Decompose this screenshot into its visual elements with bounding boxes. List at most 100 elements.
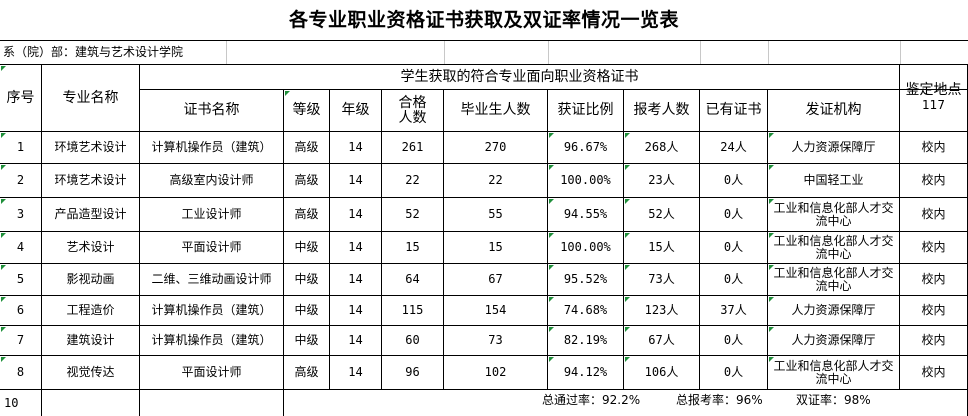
- row-graduates: 270: [444, 132, 548, 164]
- gridline: [444, 41, 445, 64]
- row-seq: 6: [0, 296, 42, 326]
- comment-marker: [625, 265, 630, 270]
- row-existing: 24人: [700, 132, 768, 164]
- row-site: 校内: [900, 356, 968, 390]
- header-seq: 序号: [0, 65, 42, 132]
- comment-marker: [285, 91, 290, 96]
- row-existing: 0人: [700, 198, 768, 232]
- summary-dual-rate: 双证率：98%: [796, 393, 871, 407]
- row-level: 高级: [284, 164, 330, 198]
- row-issuer: 人力资源保障厅: [768, 132, 900, 164]
- comment-marker: [1, 199, 6, 204]
- row-level: 高级: [284, 132, 330, 164]
- gridline: [548, 41, 549, 64]
- row-ratio: 94.12%: [548, 356, 624, 390]
- row-applicants: 106人: [624, 356, 700, 390]
- row-level: 中级: [284, 264, 330, 296]
- header-site-count: 117: [922, 98, 945, 112]
- row-cert-name: 平面设计师: [140, 232, 284, 264]
- row-seq: 3: [0, 198, 42, 232]
- row-grade: 14: [330, 264, 382, 296]
- header-site: 鉴定地点 117: [900, 65, 968, 132]
- row-ratio: 96.67%: [548, 132, 624, 164]
- row-seq: 1: [0, 132, 42, 164]
- row-site: 校内: [900, 232, 968, 264]
- comment-marker: [549, 133, 554, 138]
- header-major: 专业名称: [42, 65, 140, 132]
- row-site: 校内: [900, 198, 968, 232]
- sheet-title: 各专业职业资格证书获取及双证率情况一览表: [288, 9, 679, 31]
- row-existing: 0人: [700, 264, 768, 296]
- row-graduates: 73: [444, 326, 548, 356]
- header-qualified: 合格人数: [382, 90, 444, 132]
- row-level: 中级: [284, 326, 330, 356]
- summary-pass-rate: 总通过率：92.2%: [542, 393, 641, 407]
- row-cert-name: 高级室内设计师: [140, 164, 284, 198]
- row-issuer: 工业和信息化部人才交流中心: [768, 264, 900, 296]
- header-qualified-text: 合格人数: [398, 94, 427, 126]
- comment-marker: [1, 165, 6, 170]
- row-qualified: 15: [382, 232, 444, 264]
- row-existing: 37人: [700, 296, 768, 326]
- row-qualified: 64: [382, 264, 444, 296]
- row-site: 校内: [900, 326, 968, 356]
- gridline: [700, 41, 701, 64]
- row-grade: 14: [330, 326, 382, 356]
- row-blank: [140, 390, 284, 416]
- row-seq: 4: [0, 232, 42, 264]
- row-major: 环境艺术设计: [42, 164, 140, 198]
- header-site-text: 鉴定地点: [905, 82, 962, 98]
- row-qualified: 261: [382, 132, 444, 164]
- comment-marker: [625, 327, 630, 332]
- row-cert-name: 计算机操作员（建筑）: [140, 132, 284, 164]
- comment-marker: [1, 133, 6, 138]
- row-cert-name: 工业设计师: [140, 198, 284, 232]
- row-applicants: 67人: [624, 326, 700, 356]
- row-qualified: 22: [382, 164, 444, 198]
- comment-marker: [769, 265, 774, 270]
- row-ratio: 74.68%: [548, 296, 624, 326]
- row-qualified: 115: [382, 296, 444, 326]
- row-applicants: 268人: [624, 132, 700, 164]
- row-major: 影视动画: [42, 264, 140, 296]
- comment-marker: [549, 165, 554, 170]
- comment-marker: [625, 165, 630, 170]
- row-ratio: 100.00%: [548, 232, 624, 264]
- row-seq: 2: [0, 164, 42, 198]
- row-existing: 0人: [700, 232, 768, 264]
- comment-marker: [549, 357, 554, 362]
- gridline: [226, 41, 227, 64]
- comment-marker: [1, 297, 6, 302]
- comment-marker: [1, 357, 6, 362]
- row-seq: 8: [0, 356, 42, 390]
- row-seq: 5: [0, 264, 42, 296]
- gridline: [900, 41, 901, 64]
- row-major: 建筑设计: [42, 326, 140, 356]
- row-issuer: 工业和信息化部人才交流中心: [768, 232, 900, 264]
- comment-marker: [549, 297, 554, 302]
- row-level: 中级: [284, 296, 330, 326]
- row-existing: 0人: [700, 356, 768, 390]
- row-cert-name: 计算机操作员（建筑）: [140, 326, 284, 356]
- row-site: 校内: [900, 132, 968, 164]
- row-level: 中级: [284, 232, 330, 264]
- row-grade: 14: [330, 356, 382, 390]
- row-grade: 14: [330, 164, 382, 198]
- row-graduates: 67: [444, 264, 548, 296]
- department-row: 系（院）部：建筑与艺术设计学院: [0, 40, 968, 65]
- row-cert-name: 平面设计师: [140, 356, 284, 390]
- row-blank: [42, 390, 140, 416]
- comment-marker: [769, 165, 774, 170]
- row-cert-name: 二维、三维动画设计师: [140, 264, 284, 296]
- row-graduates: 55: [444, 198, 548, 232]
- row-issuer: 中国轻工业: [768, 164, 900, 198]
- row-qualified: 52: [382, 198, 444, 232]
- row-issuer: 人力资源保障厅: [768, 326, 900, 356]
- row-grade: 14: [330, 232, 382, 264]
- header-graduates: 毕业生人数: [444, 90, 548, 132]
- comment-marker: [769, 297, 774, 302]
- comment-marker: [549, 265, 554, 270]
- row-ratio: 94.55%: [548, 198, 624, 232]
- comment-marker: [1, 327, 6, 332]
- comment-marker: [1, 66, 6, 71]
